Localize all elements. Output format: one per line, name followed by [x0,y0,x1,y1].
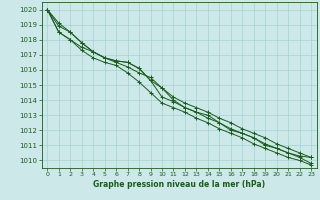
X-axis label: Graphe pression niveau de la mer (hPa): Graphe pression niveau de la mer (hPa) [93,180,265,189]
